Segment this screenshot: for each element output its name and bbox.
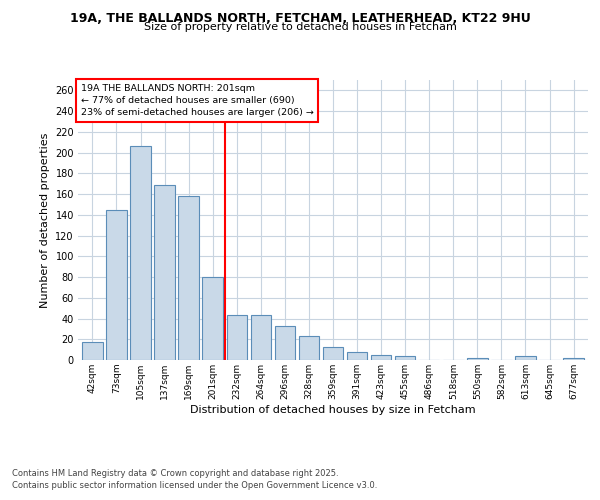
- Bar: [395, 356, 415, 360]
- Text: 19A, THE BALLANDS NORTH, FETCHAM, LEATHERHEAD, KT22 9HU: 19A, THE BALLANDS NORTH, FETCHAM, LEATHE…: [70, 12, 530, 26]
- Bar: [82, 342, 103, 360]
- Bar: [251, 316, 271, 360]
- Bar: [154, 184, 175, 360]
- Text: 19A THE BALLANDS NORTH: 201sqm
← 77% of detached houses are smaller (690)
23% of: 19A THE BALLANDS NORTH: 201sqm ← 77% of …: [80, 84, 313, 117]
- Bar: [299, 336, 319, 360]
- Bar: [323, 346, 343, 360]
- Bar: [515, 356, 536, 360]
- Bar: [347, 352, 367, 360]
- Bar: [202, 277, 223, 360]
- Bar: [227, 316, 247, 360]
- Bar: [106, 210, 127, 360]
- Bar: [563, 358, 584, 360]
- Bar: [371, 355, 391, 360]
- Bar: [467, 358, 488, 360]
- Text: Contains public sector information licensed under the Open Government Licence v3: Contains public sector information licen…: [12, 481, 377, 490]
- Bar: [130, 146, 151, 360]
- X-axis label: Distribution of detached houses by size in Fetcham: Distribution of detached houses by size …: [190, 404, 476, 414]
- Y-axis label: Number of detached properties: Number of detached properties: [40, 132, 50, 308]
- Bar: [178, 196, 199, 360]
- Text: Contains HM Land Registry data © Crown copyright and database right 2025.: Contains HM Land Registry data © Crown c…: [12, 468, 338, 477]
- Bar: [275, 326, 295, 360]
- Text: Size of property relative to detached houses in Fetcham: Size of property relative to detached ho…: [143, 22, 457, 32]
